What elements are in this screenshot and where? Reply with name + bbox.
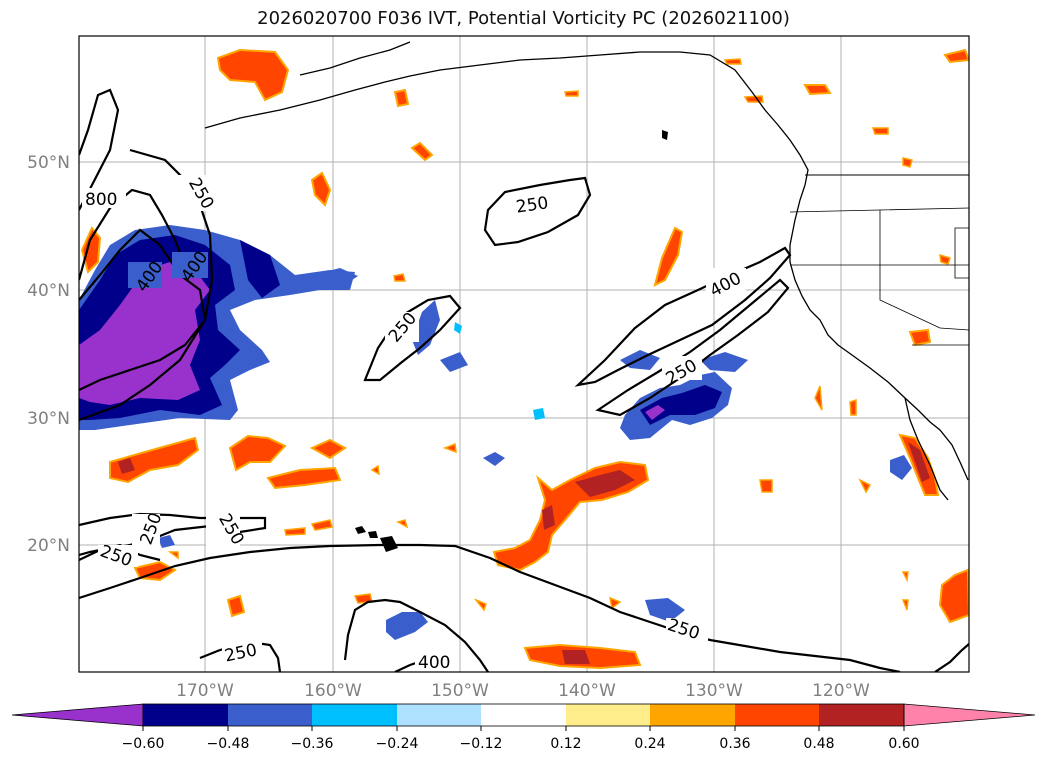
state-borders xyxy=(789,207,969,346)
colorbar-swatch xyxy=(819,704,904,726)
colorbar-tick-label: −0.36 xyxy=(291,736,334,752)
colorbar-swatch xyxy=(481,704,566,726)
lon-label: 120°W xyxy=(812,681,870,701)
lat-label: 30°N xyxy=(27,409,70,429)
lat-label: 20°N xyxy=(27,536,70,556)
colorbar-tick-label: −0.24 xyxy=(376,736,419,752)
colorbar-tick-label: −0.48 xyxy=(207,736,250,752)
lat-label: 50°N xyxy=(27,153,70,173)
colorbar-tick-label: 0.36 xyxy=(719,736,750,752)
lon-label: 170°W xyxy=(176,681,234,701)
colorbar-swatch xyxy=(566,704,650,726)
colorbar-swatch xyxy=(650,704,735,726)
lon-label: 160°W xyxy=(304,681,362,701)
contour-label-250: 250 xyxy=(515,193,550,217)
longitude-labels: 170°W 160°W 150°W 140°W 130°W 120°W xyxy=(176,681,870,701)
latitude-labels: 50°N 40°N 30°N 20°N xyxy=(27,153,70,556)
colorbar-swatch xyxy=(735,704,819,726)
lon-label: 130°W xyxy=(685,681,743,701)
lon-label: 150°W xyxy=(431,681,489,701)
contour-label-400: 400 xyxy=(418,653,450,673)
colorbar-tick-label: −0.60 xyxy=(122,736,165,752)
map-frame xyxy=(78,35,970,673)
positive-pv-blobs xyxy=(80,48,969,670)
negative-pv-blobs xyxy=(158,300,912,640)
colorbar-tick-label: 0.48 xyxy=(803,736,834,752)
contour-label-800: 800 xyxy=(85,190,117,210)
colorbar-swatch xyxy=(143,704,228,726)
colorbar-tick-label: 0.24 xyxy=(634,736,665,752)
colorbar-swatch xyxy=(397,704,481,726)
lat-label: 40°N xyxy=(27,281,70,301)
lon-label: 140°W xyxy=(558,681,616,701)
colorbar-tick-label: 0.12 xyxy=(550,736,581,752)
colorbar-extend-max xyxy=(903,703,1036,727)
colorbar-swatch xyxy=(312,704,397,726)
colorbar-extend-min xyxy=(11,703,144,727)
coastlines xyxy=(204,41,969,501)
colorbar-tick-label: −0.12 xyxy=(460,736,503,752)
colorbar-tick-label: 0.60 xyxy=(888,736,919,752)
map-title: 2026020700 F036 IVT, Potential Vorticity… xyxy=(257,8,790,29)
colorbar-swatch xyxy=(228,704,312,726)
colorbar: −0.60 −0.48 −0.36 −0.24 −0.12 0.12 0.24 … xyxy=(11,703,1036,752)
